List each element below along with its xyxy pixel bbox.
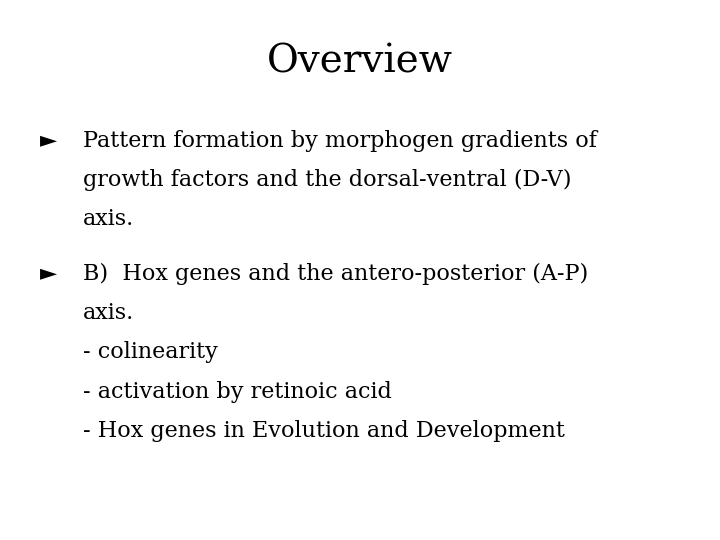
Text: ►: ►: [40, 262, 57, 285]
Text: - Hox genes in Evolution and Development: - Hox genes in Evolution and Development: [83, 420, 564, 442]
Text: axis.: axis.: [83, 302, 134, 324]
Text: axis.: axis.: [83, 208, 134, 231]
Text: Overview: Overview: [267, 43, 453, 80]
Text: - colinearity: - colinearity: [83, 341, 217, 363]
Text: - activation by retinoic acid: - activation by retinoic acid: [83, 381, 392, 403]
Text: Pattern formation by morphogen gradients of: Pattern formation by morphogen gradients…: [83, 130, 597, 152]
Text: ►: ►: [40, 130, 57, 152]
Text: growth factors and the dorsal-ventral (D-V): growth factors and the dorsal-ventral (D…: [83, 169, 571, 191]
Text: B)  Hox genes and the antero-posterior (A-P): B) Hox genes and the antero-posterior (A…: [83, 262, 588, 285]
